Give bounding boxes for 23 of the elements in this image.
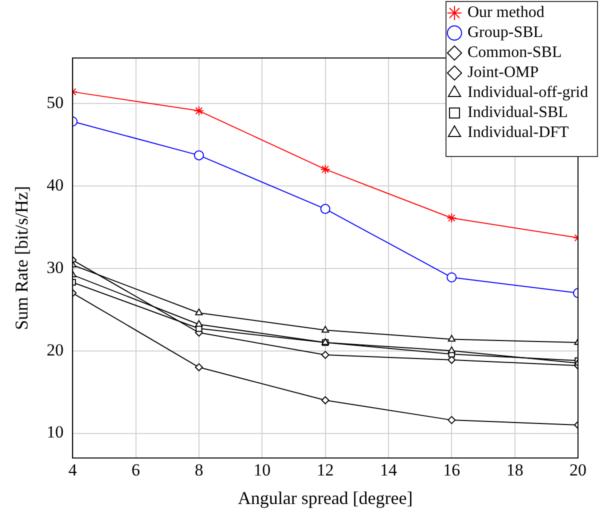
legend-label: Group-SBL [468,24,544,42]
x-tick-label: 16 [443,460,460,480]
x-tick-label: 8 [194,460,204,480]
legend-label: Individual-SBL [468,104,568,122]
y-tick-label: 20 [46,340,64,360]
legend-label: Individual-off-grid [468,84,588,102]
legend-label: Our method [468,4,544,22]
x-tick-label: 20 [570,460,586,480]
x-tick-label: 4 [68,460,78,480]
x-tick-label: 6 [132,460,140,480]
x-tick-label: 12 [316,460,334,480]
legend-label: Joint-OMP [468,64,539,82]
legend-label: Common-SBL [468,44,562,62]
x-axis-title: Angular spread [degree] [238,488,413,508]
x-tick-label: 10 [254,460,271,480]
y-tick-label: 50 [46,92,64,112]
y-tick-label: 30 [46,258,64,277]
x-tick-label: 14 [380,460,398,480]
y-tick-label: 40 [46,175,64,194]
y-tick-label: 10 [46,422,64,442]
x-tick-label: 18 [506,460,524,480]
legend-label: Individual-DFT [468,124,570,142]
y-axis-title: Sum Rate [bit/s/Hz] [12,186,32,330]
